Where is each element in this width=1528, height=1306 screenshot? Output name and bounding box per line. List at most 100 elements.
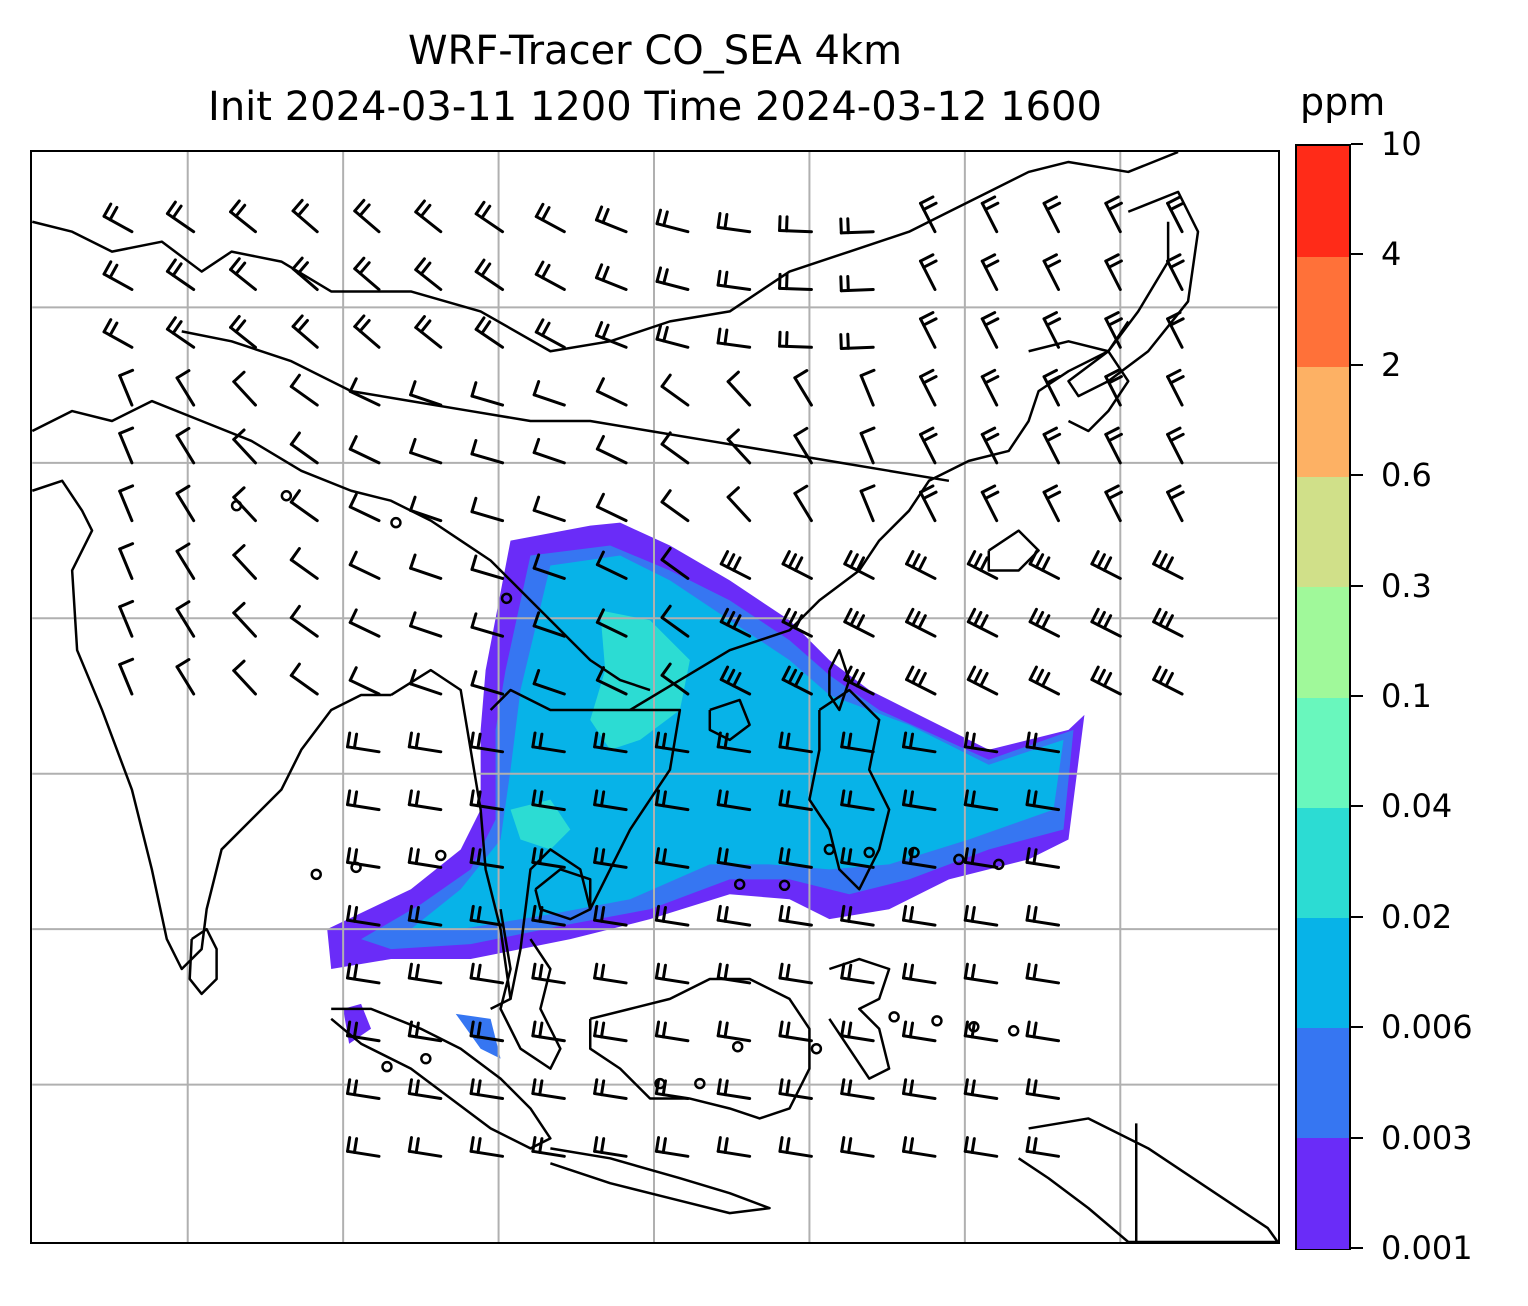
wind-barb-flag [922, 375, 938, 385]
calm-wind-marker [381, 1060, 393, 1073]
wind-barb-flag [538, 1079, 544, 1097]
wind-barb-shaft [1042, 317, 1061, 349]
wind-barb-shaft [229, 268, 257, 291]
wind-barb-flag [778, 789, 784, 807]
wind-barb-flag [855, 614, 866, 630]
colorbar-tick [1351, 474, 1363, 477]
wind-barb-flag [291, 256, 304, 271]
wind-barb-flag [716, 212, 722, 229]
wind-barb [963, 1020, 999, 1043]
wind-barb-flag [983, 259, 1000, 269]
wind-barb [102, 318, 134, 349]
wind-barb-flag [1042, 368, 1058, 379]
wind-barb [840, 1020, 875, 1043]
wind-barb-flag [232, 544, 246, 557]
wind-barb-flag [531, 962, 537, 980]
wind-barb-flag [840, 1078, 846, 1096]
wind-barb-shaft [102, 330, 134, 349]
calm-wind-marker [953, 853, 965, 866]
wind-barb-flag [1032, 1021, 1038, 1039]
wind-barb-flag [919, 484, 935, 494]
wind-barb-shaft [1028, 678, 1061, 696]
wind-barb-flag [229, 314, 241, 329]
wind-barb-flag [846, 275, 850, 292]
wind-barb-flag [352, 732, 359, 750]
wind-barb-flag [922, 201, 938, 212]
wind-barb-flag [1158, 668, 1168, 685]
wind-barb [175, 484, 196, 523]
wind-barb-flag [469, 1078, 475, 1096]
wind-barb-shaft [346, 1034, 381, 1043]
wind-barb [719, 550, 752, 580]
wind-barb [469, 847, 505, 869]
wind-barb-shaft [1025, 976, 1061, 985]
wind-barb-flag [118, 542, 135, 551]
wind-barb-flag [1025, 1020, 1031, 1038]
wind-barb-flag [1107, 259, 1123, 269]
wind-barb-flag [175, 426, 191, 438]
wind-barb [470, 439, 505, 465]
wind-barb-shaft [778, 286, 813, 291]
wind-barb-flag [234, 203, 247, 218]
wind-barb [229, 314, 257, 349]
wind-barb-shaft [229, 210, 257, 234]
wind-barb [407, 904, 443, 927]
wind-barb-flag [1045, 317, 1062, 327]
wind-barb-flag [352, 1079, 359, 1097]
wind-barb-flag [1028, 665, 1038, 682]
wind-barb [840, 962, 875, 985]
wind-barb-flag [470, 612, 478, 629]
calm-wind-marker [694, 1077, 706, 1090]
wind-barb [469, 962, 505, 985]
wind-barb [778, 330, 813, 349]
wind-barb-shaft [474, 212, 505, 234]
wind-barb-flag [469, 731, 475, 749]
wind-barb [531, 731, 566, 754]
wind-barb-shaft [778, 745, 813, 754]
wind-barb-flag [538, 732, 544, 750]
wind-barb-shaft [716, 225, 752, 234]
wind-barb [229, 257, 257, 291]
wind-barb-shaft [346, 918, 381, 927]
wind-barb-shaft [980, 375, 999, 407]
wind-barb-flag [847, 1137, 853, 1154]
wind-barb-shaft [1042, 432, 1061, 465]
wind-barb-flag [1042, 426, 1058, 436]
wind-barb-flag [1045, 259, 1062, 269]
wind-barb [716, 1136, 752, 1158]
calm-wind-marker [230, 499, 243, 512]
wind-barb-shaft [593, 1149, 628, 1158]
wind-barb-flag [970, 963, 976, 981]
wind-barb-flag [474, 316, 486, 331]
wind-barb-shaft [593, 976, 628, 985]
wind-barb-flag [532, 611, 541, 628]
wind-barb [414, 199, 443, 234]
wind-barb-flag [785, 905, 791, 923]
wind-barb-flag [601, 265, 610, 282]
wind-barb-shaft [346, 745, 381, 754]
wind-barb-flag [289, 489, 301, 504]
wind-barb-flag [108, 205, 119, 222]
wind-barb [839, 332, 875, 350]
wind-barb-flag [716, 731, 722, 749]
wind-barb-flag [419, 261, 432, 276]
wind-barb [660, 489, 690, 523]
wind-barb-flag [778, 904, 784, 922]
wind-barb-shaft [919, 432, 937, 465]
wind-barb-flag [846, 217, 850, 235]
wind-barb-shaft [289, 616, 319, 638]
calm-wind-marker [280, 490, 293, 502]
wind-barb-flag [540, 206, 551, 222]
wind-barb [839, 275, 875, 293]
wind-barb-shaft [470, 625, 505, 638]
wind-barb-flag [778, 215, 782, 233]
wind-barb-shaft [348, 505, 381, 523]
wind-barb-flag [793, 614, 804, 630]
wind-barb-flag [840, 789, 846, 807]
wind-barb-shaft [660, 558, 690, 580]
wind-barb-flag [595, 666, 605, 682]
coastline [390, 668, 512, 1010]
wind-barb-flag [840, 1020, 846, 1038]
wind-barb-flag [778, 962, 784, 980]
wind-barb-flag [778, 731, 784, 749]
